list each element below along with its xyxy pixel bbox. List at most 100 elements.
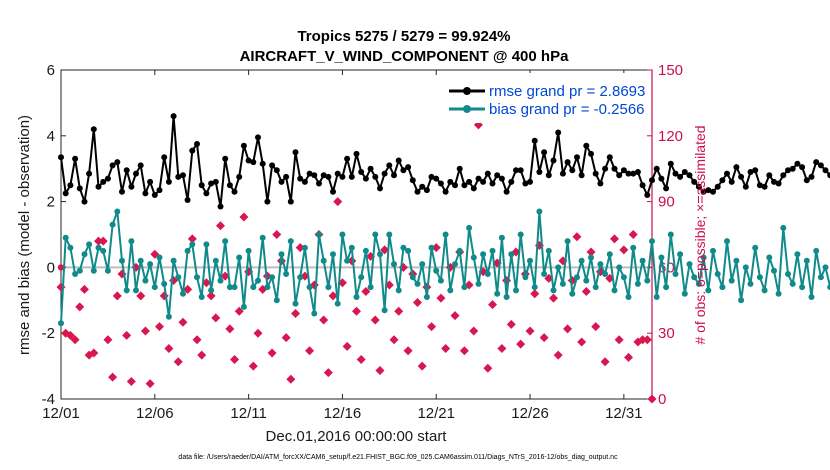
- series-bias-point: [686, 261, 693, 268]
- series-rmse-point: [353, 150, 360, 157]
- series-bias-point: [583, 277, 590, 284]
- series-bias-point: [147, 261, 154, 268]
- series-rmse-point: [724, 170, 730, 177]
- series-rmse-point: [494, 172, 501, 179]
- obs-assimilated-marker: [352, 306, 361, 316]
- y-left-tick-label: -2: [42, 325, 55, 342]
- series-rmse-point: [686, 172, 693, 179]
- series-bias-point: [602, 271, 609, 277]
- obs-assimilated-marker: [553, 350, 563, 360]
- x-axis: 12/01 12/06 12/11 12/16 12/21 12/26 12/31: [42, 70, 643, 422]
- obs-assimilated-marker: [380, 245, 390, 255]
- series-bias-point: [151, 284, 158, 291]
- obs-assimilated-marker: [642, 335, 652, 345]
- series-rmse-point: [728, 178, 735, 185]
- series-bias-point: [259, 234, 266, 241]
- series-rmse-point: [517, 167, 524, 174]
- obs-assimilated-marker: [178, 317, 188, 327]
- obs-assimilated-marker: [609, 234, 619, 244]
- series-rmse-point: [212, 178, 219, 185]
- series-rmse-point: [691, 178, 698, 185]
- y-left-tick-label: 0: [47, 259, 55, 276]
- series-rmse-point: [133, 170, 139, 177]
- series-rmse-point: [76, 185, 83, 192]
- series-bias-point: [541, 271, 548, 277]
- series-bias-point: [644, 277, 651, 284]
- series-bias-point: [123, 287, 130, 294]
- series-rmse-point: [681, 169, 688, 175]
- series-rmse-point: [803, 177, 810, 184]
- series-rmse-point: [817, 162, 824, 169]
- series-bias-point: [442, 231, 449, 238]
- legend: rmse grand pr = 2.8693 bias grand pr = -…: [445, 73, 650, 123]
- obs-assimilated-marker: [469, 326, 479, 336]
- series-bias-point: [81, 251, 88, 258]
- series-bias-point: [803, 257, 810, 264]
- obs-assimilated-marker: [183, 284, 193, 294]
- series-bias-point: [634, 280, 641, 287]
- series-bias-point: [362, 247, 369, 254]
- series-rmse-point: [269, 162, 276, 169]
- series-rmse-point: [630, 170, 637, 177]
- series-rmse-point: [442, 188, 449, 195]
- series-rmse-point: [81, 198, 88, 205]
- series-rmse-point: [456, 165, 463, 172]
- x-tick-label: 12/01: [42, 405, 80, 422]
- series-rmse-point: [180, 172, 186, 179]
- series-bias-point: [494, 290, 501, 297]
- series-bias-point: [348, 244, 355, 251]
- series-rmse-point: [58, 154, 64, 161]
- series-rmse-point: [649, 177, 655, 184]
- series-rmse-point: [602, 165, 609, 172]
- series-bias-point: [513, 287, 519, 294]
- series-bias-point: [381, 307, 388, 314]
- series-rmse-point: [67, 182, 74, 189]
- series-bias-point: [142, 277, 149, 284]
- series-bias-point: [447, 287, 454, 294]
- series-bias-point: [170, 257, 177, 264]
- obs-assimilated-marker: [305, 346, 315, 356]
- series-rmse-point: [714, 183, 721, 190]
- obs-assimilated-marker: [126, 376, 136, 386]
- chart-title-line1: Tropics 5275 / 5279 = 99.924%: [297, 28, 510, 45]
- series-bias-point: [550, 287, 557, 294]
- chart-title-line2: AIRCRAFT_V_WIND_COMPONENT @ 400 hPa: [240, 48, 570, 65]
- series-bias-point: [292, 300, 299, 307]
- series-rmse-point: [334, 170, 341, 177]
- series-bias-point: [175, 274, 182, 281]
- series-bias-point: [616, 264, 623, 271]
- series-rmse-point: [184, 197, 191, 203]
- series-bias-point: [700, 254, 707, 261]
- series-bias-point: [756, 274, 763, 281]
- series-rmse-point: [606, 154, 613, 161]
- series-bias-point: [330, 251, 336, 258]
- series-bias-point: [517, 231, 524, 238]
- series-rmse-point: [165, 178, 172, 185]
- series-rmse-point: [114, 159, 121, 166]
- series-bias-point: [531, 284, 538, 291]
- series-rmse-point: [419, 183, 426, 190]
- series-bias-point: [728, 277, 735, 284]
- obs-assimilated-marker: [197, 350, 207, 360]
- series-rmse-point: [297, 175, 304, 182]
- series-rmse-point: [344, 155, 351, 162]
- series-bias-point: [119, 257, 125, 264]
- series-rmse-point: [194, 141, 200, 147]
- obs-assimilated-marker: [333, 197, 343, 207]
- series-bias-point: [222, 238, 229, 245]
- y-left-tick-label: 4: [47, 128, 55, 145]
- series-rmse-point: [423, 187, 430, 194]
- obs-assimilated-marker: [600, 357, 610, 367]
- x-tick-label: 12/21: [417, 405, 455, 422]
- series-bias-point: [423, 294, 430, 300]
- y-left-tick-label: 2: [47, 194, 55, 211]
- series-rmse-point: [475, 175, 482, 182]
- series-rmse-point: [489, 180, 496, 187]
- series-bias-point: [710, 247, 716, 254]
- series-bias-point: [212, 257, 219, 264]
- series-rmse-point: [339, 173, 346, 180]
- obs-assimilated-marker: [412, 297, 422, 307]
- y-right-tick-label: 90: [658, 194, 675, 211]
- series-rmse-point: [644, 192, 651, 198]
- series-bias-point: [395, 287, 402, 294]
